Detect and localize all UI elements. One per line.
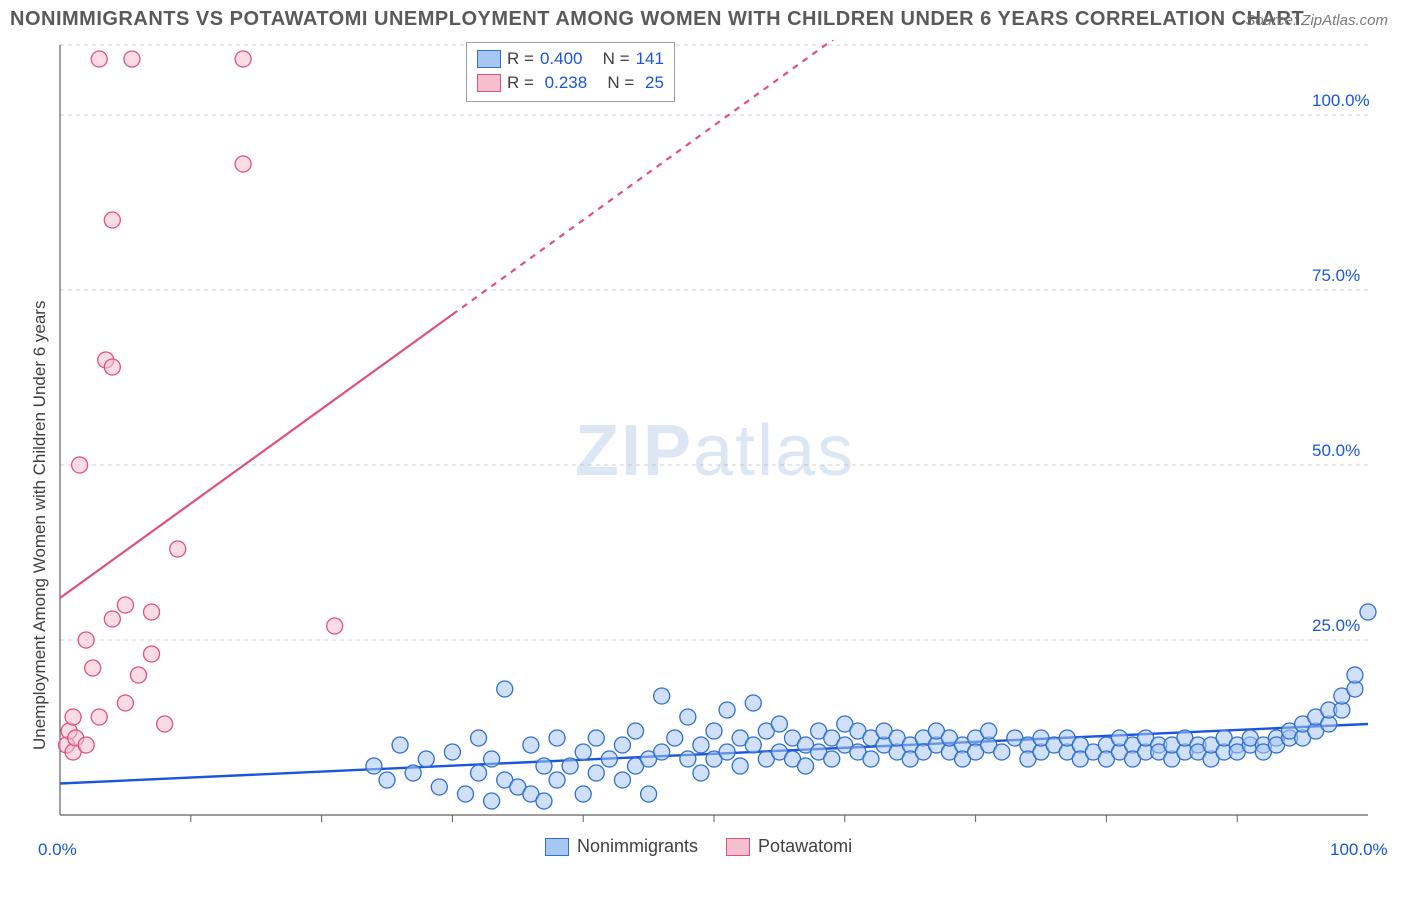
legend-n-value: 25 (640, 71, 664, 95)
legend-r-value: 0.400 (540, 47, 583, 71)
legend-n-label: N = (588, 47, 629, 71)
legend-row: R = 0.238 N = 25 (477, 71, 664, 95)
legend-row: R =0.400 N = 141 (477, 47, 664, 71)
series-legend-item: Nonimmigrants (545, 836, 698, 857)
series-legend: Nonimmigrants Potawatomi (545, 836, 852, 857)
y-tick-label: 100.0% (1312, 91, 1370, 111)
source-label: Source: (1245, 12, 1297, 29)
legend-n-value: 141 (636, 47, 664, 71)
y-tick-label: 75.0% (1312, 266, 1360, 286)
source-attribution: Source: ZipAtlas.com (1245, 12, 1388, 29)
legend-swatch-icon (726, 838, 750, 856)
legend-swatch-icon (545, 838, 569, 856)
series-legend-label: Nonimmigrants (577, 836, 698, 857)
chart-container: ZIPatlas R =0.400 N =141R = 0.238 N = 25… (0, 40, 1406, 892)
series-legend-label: Potawatomi (758, 836, 852, 857)
legend-swatch-icon (477, 50, 501, 68)
chart-title: NONIMMIGRANTS VS POTAWATOMI UNEMPLOYMENT… (10, 8, 1304, 31)
x-axis-max-label: 100.0% (1330, 840, 1388, 860)
legend-n-label: N = (593, 71, 634, 95)
legend-swatch-icon (477, 74, 501, 92)
y-tick-label: 50.0% (1312, 441, 1360, 461)
series-legend-item: Potawatomi (726, 836, 852, 857)
source-value: ZipAtlas.com (1301, 12, 1388, 29)
legend-r-label: R = (507, 47, 534, 71)
y-axis-label: Unemployment Among Women with Children U… (30, 301, 50, 750)
x-axis-min-label: 0.0% (38, 840, 77, 860)
legend-r-label: R = (507, 71, 534, 95)
scatter-chart-svg (0, 40, 1406, 892)
correlation-legend-box: R =0.400 N =141R = 0.238 N = 25 (466, 42, 675, 102)
legend-r-value: 0.238 (540, 71, 587, 95)
y-tick-label: 25.0% (1312, 616, 1360, 636)
